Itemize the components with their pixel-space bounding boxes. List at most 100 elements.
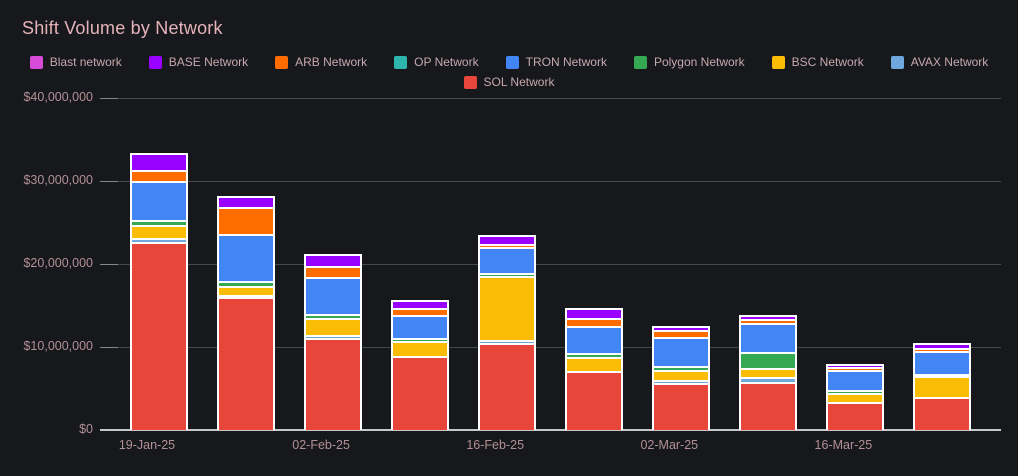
bar-segment-bsc-network[interactable] — [828, 392, 883, 402]
bar-segment-avax-network[interactable] — [219, 294, 274, 298]
bar-segment-sol-network[interactable] — [219, 297, 274, 430]
bar-segment-polygon-network[interactable] — [654, 365, 709, 371]
bar-segment-arb-network[interactable] — [915, 348, 970, 352]
bar-segment-base-network[interactable] — [480, 235, 535, 244]
bar-segment-tron-network[interactable] — [219, 234, 274, 281]
bar-segment-sol-network[interactable] — [132, 241, 186, 430]
legend-swatch-icon — [505, 55, 519, 69]
bar-segment-bsc-network[interactable] — [567, 356, 622, 372]
bar-segment-tron-network[interactable] — [828, 369, 883, 390]
bar-segment-base-network[interactable] — [306, 254, 361, 266]
x-axis-label: 02-Mar-25 — [640, 438, 699, 452]
bar-segment-sol-network[interactable] — [480, 342, 535, 430]
bar-segment-tron-network[interactable] — [393, 315, 448, 338]
bar-segment-polygon-network[interactable] — [306, 313, 361, 318]
legend-item-tron-network[interactable]: TRON Network — [505, 55, 607, 69]
bar-segment-bsc-network[interactable] — [480, 276, 535, 341]
bar-segment-base-network[interactable] — [219, 195, 274, 207]
bar-segment-avax-network[interactable] — [132, 237, 186, 242]
bar-segment-base-network[interactable] — [654, 326, 709, 330]
bar-segment-polygon-network[interactable] — [132, 219, 186, 225]
bar-segment-base-network[interactable] — [915, 343, 970, 349]
y-axis-tick — [100, 264, 118, 265]
bar-segment-bsc-network[interactable] — [219, 285, 274, 295]
bar-segment-arb-network[interactable] — [828, 367, 883, 370]
bar-segment-arb-network[interactable] — [219, 206, 274, 235]
legend-item-polygon-network[interactable]: Polygon Network — [633, 55, 745, 69]
legend-swatch-icon — [29, 55, 43, 69]
bar-segment-polygon-network[interactable] — [741, 352, 796, 369]
legend-item-bsc-network[interactable]: BSC Network — [771, 55, 864, 69]
bar-segment-base-network[interactable] — [132, 153, 186, 170]
bar-segment-polygon-network[interactable] — [915, 373, 970, 377]
legend-item-sol-network[interactable]: SOL Network — [463, 75, 554, 89]
bar-segment-polygon-network[interactable] — [393, 337, 448, 342]
bar-segment-bsc-network[interactable] — [132, 224, 186, 238]
bar-segment-arb-network[interactable] — [480, 243, 535, 247]
legend-item-avax-network[interactable]: AVAX Network — [890, 55, 989, 69]
legend-item-label: BSC Network — [791, 55, 864, 69]
legend-swatch-icon — [394, 55, 408, 69]
bar-segment-tron-network[interactable] — [915, 351, 970, 374]
bar-19-Jan-25 — [130, 153, 188, 430]
bar-segment-tron-network[interactable] — [306, 277, 361, 314]
bar-segment-tron-network[interactable] — [741, 323, 796, 353]
bar-segment-tron-network[interactable] — [567, 325, 622, 354]
legend-row-2: SOL Network — [0, 75, 1018, 89]
bar-segment-tron-network[interactable] — [132, 181, 186, 220]
legend-item-label: AVAX Network — [910, 55, 989, 69]
bar-segment-tron-network[interactable] — [654, 336, 709, 366]
legend-item-label: OP Network — [414, 55, 479, 69]
x-axis-label: 02-Feb-25 — [292, 438, 350, 452]
x-axis-label: 19-Jan-25 — [118, 438, 176, 452]
bar-segment-arb-network[interactable] — [567, 318, 622, 326]
bar-segment-bsc-network[interactable] — [393, 341, 448, 357]
bar-segment-polygon-network[interactable] — [480, 272, 535, 277]
bar-segment-bsc-network[interactable] — [306, 317, 361, 335]
bar-segment-avax-network[interactable] — [306, 334, 361, 338]
bar-segment-sol-network[interactable] — [393, 356, 448, 430]
legend-item-arb-network[interactable]: ARB Network — [275, 55, 367, 69]
bar-09-Feb-25 — [391, 300, 450, 430]
bar-segment-avax-network[interactable] — [741, 376, 796, 382]
bar-segment-sol-network[interactable] — [306, 337, 361, 430]
bar-segment-arb-network[interactable] — [393, 308, 448, 316]
bar-segment-base-network[interactable] — [741, 314, 796, 319]
bar-segment-base-network[interactable] — [828, 363, 883, 368]
bar-segment-bsc-network[interactable] — [741, 368, 796, 377]
bar-segment-base-network[interactable] — [393, 300, 448, 309]
legend-row-1: Blast network BASE Network ARB Network OP N… — [0, 55, 1018, 69]
bar-02-Feb-25 — [304, 254, 363, 430]
legend-item-base-network[interactable]: BASE Network — [148, 55, 248, 69]
bar-segment-arb-network[interactable] — [306, 265, 361, 278]
legend-swatch-icon — [771, 55, 785, 69]
bar-segment-base-network[interactable] — [567, 308, 622, 319]
bar-segment-arb-network[interactable] — [654, 329, 709, 337]
y-axis-tick — [100, 181, 118, 182]
bar-segment-bsc-network[interactable] — [915, 376, 970, 397]
legend-swatch-icon — [633, 55, 647, 69]
bar-segment-avax-network[interactable] — [480, 340, 535, 343]
bar-segment-polygon-network[interactable] — [219, 280, 274, 286]
bar-segment-sol-network[interactable] — [828, 401, 883, 430]
bar-segment-arb-network[interactable] — [132, 169, 186, 182]
bar-segment-sol-network[interactable] — [654, 382, 709, 430]
bar-segment-avax-network[interactable] — [654, 380, 709, 383]
bar-segment-tron-network[interactable] — [480, 246, 535, 273]
legend-swatch-icon — [463, 75, 477, 89]
bar-segment-polygon-network[interactable] — [567, 353, 622, 357]
bar-segment-sol-network[interactable] — [567, 371, 622, 430]
bar-16-Feb-25 — [478, 235, 537, 430]
bar-segment-polygon-network[interactable] — [828, 389, 883, 393]
bar-segment-arb-network[interactable] — [741, 318, 796, 324]
legend-swatch-icon — [148, 55, 162, 69]
legend-item-op-network[interactable]: OP Network — [394, 55, 479, 69]
bar-segment-sol-network[interactable] — [915, 396, 970, 430]
y-axis-label: $40,000,000 — [23, 90, 93, 104]
bar-segment-sol-network[interactable] — [741, 381, 796, 430]
legend-item-label: Blast network — [49, 55, 122, 69]
bar-segment-bsc-network[interactable] — [654, 370, 709, 381]
y-axis-label: $0 — [79, 422, 93, 436]
legend-item-blast-network[interactable]: Blast network — [29, 55, 122, 69]
